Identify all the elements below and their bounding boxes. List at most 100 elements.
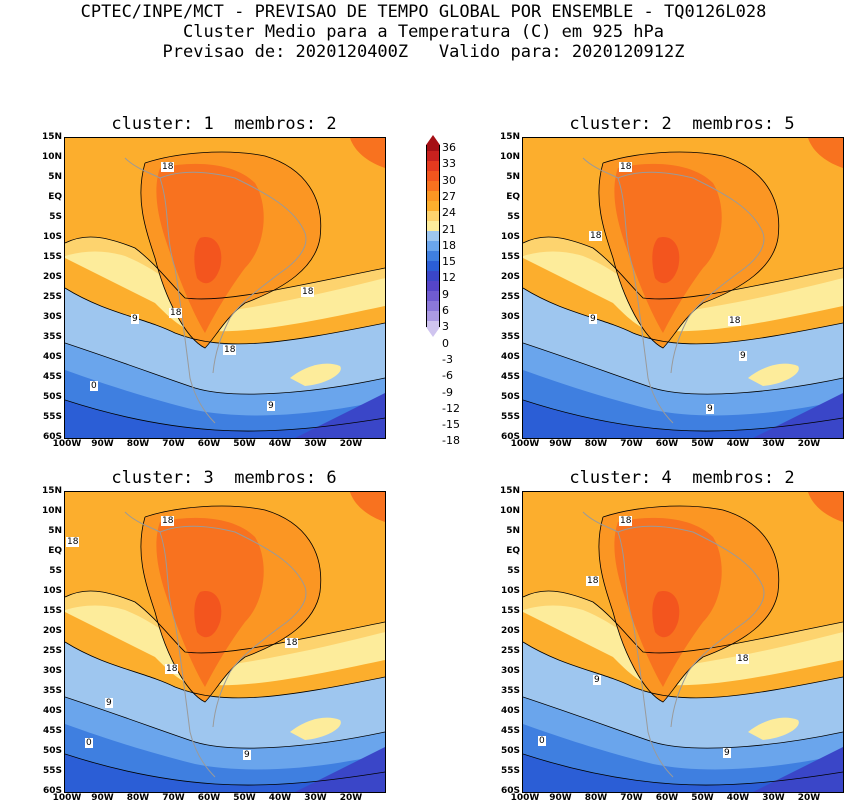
lat-tick-label: 35S (42, 332, 62, 342)
lon-tick-label: 70W (620, 439, 643, 449)
lon-tick-label: 90W (91, 439, 114, 449)
coastline (582, 511, 765, 778)
contour-label: 18 (285, 638, 299, 648)
shaded-region-10 (194, 237, 222, 284)
lat-tick-label: EQ (506, 546, 520, 556)
lat-tick-label: 60S (500, 432, 520, 442)
contour-label: 9 (723, 748, 731, 758)
contour-line-2 (65, 753, 385, 786)
colorbar-label: -15 (442, 418, 460, 432)
lat-tick-label: 20S (500, 626, 520, 636)
lon-tick-label: 20W (339, 439, 363, 449)
colorbar-label: 36 (442, 141, 456, 154)
shaded-region-6 (748, 717, 799, 740)
colorbar-swatch (426, 191, 440, 201)
shaded-region-10 (194, 591, 222, 638)
panel-3-title: cluster: 3 membros: 6 (111, 468, 337, 488)
contour-label: 9 (131, 314, 139, 324)
lat-tick-label: 50S (42, 392, 62, 402)
lat-tick-label: 30S (42, 312, 62, 322)
contour-line-0 (523, 287, 843, 345)
lat-tick-label: 30S (500, 312, 520, 322)
contour-line-1 (523, 342, 843, 395)
lat-tick-label: 60S (42, 786, 62, 796)
contour-line-1 (65, 342, 385, 395)
map-panel-cluster-2: 18 18 18 9 9 9 (522, 137, 844, 439)
contour-label: 9 (739, 351, 747, 361)
lat-tick-label: 5S (49, 212, 62, 222)
colorbar-swatch (426, 311, 440, 321)
lon-tick-label: 100W (510, 439, 540, 449)
colorbar (426, 135, 440, 337)
lat-tick-label: 55S (500, 412, 520, 422)
contour-label: 9 (593, 675, 601, 685)
colorbar-label: 21 (442, 222, 456, 236)
colorbar-swatch (426, 261, 440, 271)
panel-2-title: cluster: 2 membros: 5 (569, 114, 795, 134)
contour-label: 18 (736, 654, 750, 664)
lat-tick-label: 15S (500, 252, 520, 262)
shaded-region-5 (65, 248, 385, 332)
lat-tick-label: 35S (42, 686, 62, 696)
colorbar-label: 6 (442, 304, 449, 317)
lon-tick-label: 80W (584, 793, 608, 803)
colorbar-swatch (426, 281, 440, 291)
shaded-region-11 (808, 492, 843, 522)
colorbar-label: 33 (442, 157, 456, 171)
lon-tick-label: 100W (510, 793, 540, 803)
shaded-region-6 (290, 363, 341, 386)
panel-1-title: cluster: 1 membros: 2 (111, 114, 337, 134)
shaded-region-4 (295, 747, 385, 792)
lat-tick-label: 15S (42, 606, 62, 616)
lon-tick-label: 50W (233, 439, 256, 449)
coastline (124, 157, 307, 424)
lon-tick-label: 90W (549, 439, 572, 449)
temperature-field (65, 492, 385, 792)
lon-tick-label: 80W (126, 439, 150, 449)
lat-tick-label: 10S (42, 586, 62, 596)
contour-label: 18 (619, 516, 633, 526)
contour-label: 18 (161, 516, 175, 526)
colorbar-swatch (426, 145, 440, 151)
lat-tick-label: 5S (507, 566, 520, 576)
lat-tick-label: 5N (506, 172, 520, 182)
colorbar-label: -18 (442, 434, 460, 448)
lat-tick-label: 20S (500, 272, 520, 282)
lat-tick-label: 10S (500, 586, 520, 596)
lat-tick-label: 10N (499, 152, 520, 162)
lon-tick-label: 60W (197, 439, 221, 449)
shaded-region-4 (753, 393, 843, 438)
colorbar-label: 12 (442, 271, 456, 285)
colorbar-swatch (426, 161, 440, 171)
contour-label: 9 (105, 698, 113, 708)
lat-tick-label: 35S (500, 686, 520, 696)
contour-line-3 (140, 505, 322, 703)
shaded-region-4 (753, 747, 843, 792)
temperature-field (65, 138, 385, 438)
panel-4-title: cluster: 4 membros: 2 (569, 468, 795, 488)
lat-tick-label: 40S (42, 706, 62, 716)
colorbar-label: 9 (442, 287, 449, 301)
contour-label: 0 (85, 738, 93, 748)
lon-tick-label: 80W (584, 439, 608, 449)
lon-tick-label: 50W (691, 439, 714, 449)
shaded-region-11 (808, 138, 843, 168)
lon-tick-label: 40W (726, 793, 750, 803)
lat-tick-label: 55S (42, 766, 62, 776)
colorbar-swatch (426, 231, 440, 241)
contour-line-0 (523, 641, 843, 699)
coastline (124, 511, 307, 778)
colorbar-swatch (426, 251, 440, 261)
lon-tick-label: 60W (655, 439, 679, 449)
colorbar-swatch (426, 221, 440, 231)
colorbar-swatch (426, 181, 440, 191)
contour-label: 18 (619, 162, 633, 172)
lon-tick-label: 20W (797, 793, 821, 803)
contour-line-2 (523, 753, 843, 786)
lon-tick-label: 70W (162, 439, 185, 449)
lat-tick-label: 20S (42, 626, 62, 636)
lat-tick-label: 10S (42, 232, 62, 242)
contour-label: 0 (538, 736, 546, 746)
shaded-region-11 (350, 138, 385, 168)
colorbar-label: 15 (442, 255, 456, 269)
